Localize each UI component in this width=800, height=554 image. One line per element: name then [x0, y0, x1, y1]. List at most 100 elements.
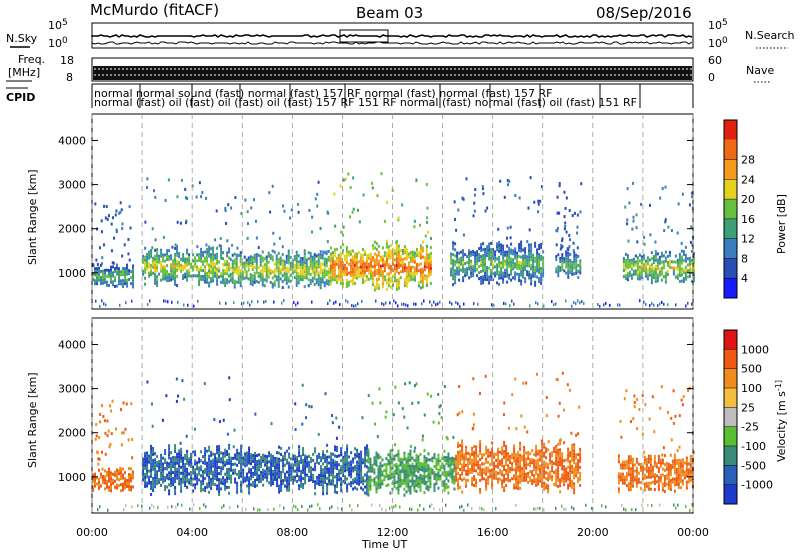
data-cell	[567, 263, 570, 267]
data-cell	[281, 286, 284, 290]
data-cell	[499, 462, 502, 466]
data-cell	[208, 463, 211, 467]
data-cell	[558, 184, 561, 188]
data-cell	[462, 233, 465, 237]
data-cell	[369, 267, 372, 271]
data-cell	[255, 236, 258, 240]
data-cell	[350, 469, 353, 473]
data-cell	[375, 487, 378, 491]
data-cell	[259, 257, 262, 261]
data-cell	[481, 471, 484, 475]
data-cell	[94, 484, 96, 488]
data-cell	[104, 216, 107, 220]
data-cell	[233, 279, 236, 283]
data-cell	[293, 258, 296, 262]
data-cell	[409, 277, 412, 281]
data-cell	[479, 452, 482, 456]
data-cell	[411, 250, 414, 254]
y-tick-label: 4000	[58, 134, 86, 147]
freq-left-label-2: [MHz]	[8, 66, 40, 79]
data-cell	[329, 299, 331, 303]
data-cell	[222, 464, 225, 468]
data-cell	[678, 270, 681, 274]
data-cell	[328, 473, 331, 477]
data-cell	[472, 274, 475, 278]
data-cell	[520, 264, 523, 268]
data-cell	[531, 482, 534, 486]
data-cell	[513, 447, 516, 451]
data-cell	[510, 266, 513, 270]
data-cell	[419, 247, 422, 251]
data-cell	[112, 478, 114, 482]
data-cell	[176, 283, 179, 287]
data-cell	[186, 449, 189, 453]
data-cell	[445, 471, 448, 475]
data-cell	[152, 446, 155, 450]
data-cell	[220, 460, 223, 464]
data-cell	[397, 452, 400, 456]
data-cell	[245, 273, 248, 277]
data-cell	[397, 262, 400, 266]
data-cell	[397, 491, 400, 495]
data-cell	[208, 460, 211, 464]
data-cell	[666, 260, 669, 264]
data-cell	[497, 471, 500, 475]
data-cell	[473, 463, 476, 467]
data-cell	[293, 264, 296, 268]
data-cell	[524, 265, 527, 269]
data-cell	[367, 394, 370, 398]
data-cell	[204, 447, 207, 451]
data-cell	[99, 304, 101, 308]
data-cell	[178, 470, 181, 474]
data-cell	[375, 254, 378, 258]
data-cell	[329, 273, 332, 277]
data-cell	[102, 278, 104, 282]
data-cell	[678, 264, 681, 268]
data-cell	[411, 259, 414, 263]
data-cell	[258, 468, 261, 472]
data-cell	[284, 484, 287, 488]
data-cell	[547, 478, 550, 482]
data-cell	[322, 453, 325, 457]
data-cell	[278, 451, 281, 455]
data-cell	[200, 459, 203, 463]
data-cell	[101, 467, 104, 471]
data-cell	[336, 461, 339, 465]
data-cell	[327, 255, 330, 259]
data-cell	[144, 264, 147, 268]
data-cell	[664, 256, 667, 260]
data-cell	[170, 478, 173, 482]
data-cell	[469, 452, 472, 456]
data-cell	[662, 275, 665, 279]
data-cell	[275, 275, 278, 279]
data-cell	[288, 455, 291, 459]
data-cell	[172, 471, 175, 475]
data-cell	[636, 274, 639, 278]
data-cell	[258, 462, 261, 466]
data-cell	[248, 446, 251, 450]
data-cell	[194, 453, 197, 457]
data-cell	[178, 255, 181, 259]
data-cell	[461, 451, 464, 455]
data-cell	[171, 245, 174, 249]
data-cell	[146, 481, 149, 485]
data-cell	[569, 253, 572, 257]
data-cell	[154, 260, 157, 264]
data-cell	[507, 464, 510, 468]
data-cell	[288, 461, 291, 465]
data-cell	[523, 463, 526, 467]
data-cell	[654, 270, 657, 274]
data-cell	[288, 488, 291, 492]
data-cell	[513, 450, 516, 454]
data-cell	[405, 269, 408, 273]
data-cell	[567, 254, 570, 258]
data-cell	[317, 283, 320, 287]
data-cell	[242, 471, 245, 475]
data-cell	[291, 262, 294, 266]
data-cell	[349, 273, 352, 277]
data-cell	[212, 270, 215, 274]
data-cell	[359, 268, 362, 272]
data-cell	[234, 196, 237, 200]
data-cell	[503, 195, 506, 199]
data-cell	[524, 277, 527, 281]
